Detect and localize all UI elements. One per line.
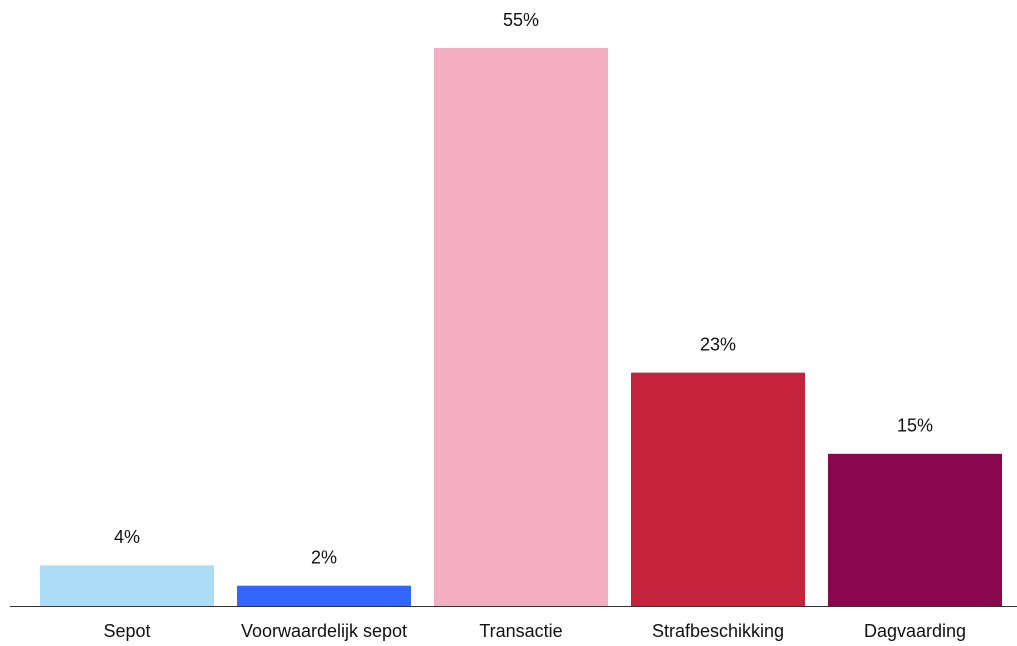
value-label: 23% xyxy=(700,334,736,354)
bar xyxy=(40,565,214,606)
value-label: 55% xyxy=(503,10,539,30)
x-tick-label: Sepot xyxy=(103,621,150,641)
bar xyxy=(237,585,411,606)
x-tick-label: Transactie xyxy=(479,621,562,641)
bar xyxy=(631,372,805,606)
bar xyxy=(828,453,1002,606)
x-tick-label: Dagvaarding xyxy=(864,621,966,641)
bar xyxy=(434,48,608,606)
x-tick-label: Voorwaardelijk sepot xyxy=(241,621,407,641)
value-label: 4% xyxy=(114,527,140,547)
x-tick-label: Strafbeschikking xyxy=(652,621,784,641)
value-label: 2% xyxy=(311,547,337,567)
value-label: 15% xyxy=(897,416,933,436)
